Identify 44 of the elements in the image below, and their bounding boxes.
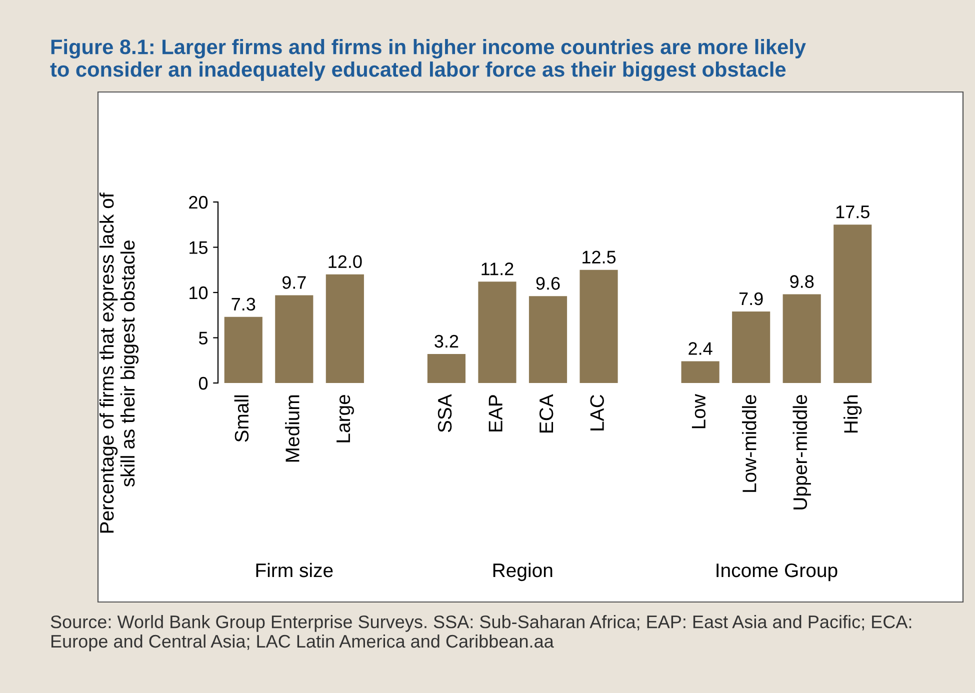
data-label: 7.3 bbox=[232, 298, 256, 311]
text: Income Group bbox=[716, 563, 838, 582]
data-label: 11.2 bbox=[482, 262, 514, 276]
source-note: Source: World Bank Group Enterprise Surveys. SSA: Sub-Saharan Africa; EAP: East Asia and Pacific; ECA: Europe and Central Asia; LAC Latin America and Caribbean.aa bbox=[50, 615, 912, 652]
text: Region bbox=[493, 562, 552, 582]
data-label: 7.9 bbox=[739, 292, 763, 306]
bar bbox=[528, 296, 568, 383]
data-label: 12.0 bbox=[328, 255, 362, 268]
data-label: 9.6 bbox=[536, 276, 560, 290]
x-tick-label: Upper-middle bbox=[792, 394, 811, 510]
chart-title: Figure 8.1: Larger firms and firms in higher income countries are more likely to consider an inadequately educated labor force as their biggest obstacle bbox=[50, 38, 806, 82]
y-tick-label: 5 bbox=[198, 332, 208, 344]
x-tick-label: High bbox=[844, 395, 862, 433]
bar bbox=[681, 361, 720, 383]
x-tick-label: EAP bbox=[488, 395, 502, 432]
bar bbox=[580, 270, 618, 383]
bar bbox=[732, 312, 770, 383]
bar bbox=[478, 282, 516, 383]
bar bbox=[224, 316, 262, 383]
y-tick-label: 15 bbox=[190, 241, 208, 254]
data-label: 3.2 bbox=[434, 334, 458, 348]
x-tick-label: Small bbox=[234, 395, 249, 442]
bar bbox=[782, 294, 821, 383]
y-axis-title: Percentage of firms that express lack of skill as their biggest obstacle bbox=[99, 192, 139, 533]
y-tick-label: 0 bbox=[198, 376, 208, 390]
bar bbox=[326, 274, 364, 383]
x-tick-label: Large bbox=[336, 394, 354, 442]
x-tick-label: Low bbox=[692, 394, 706, 428]
data-label: 17.5 bbox=[836, 206, 870, 218]
bar bbox=[427, 354, 466, 383]
x-tick-label: Low-middle bbox=[742, 394, 756, 492]
bar bbox=[275, 295, 314, 383]
bar bbox=[834, 224, 872, 383]
y-tick-label: 10 bbox=[190, 286, 208, 300]
data-label: 12.5 bbox=[582, 250, 616, 264]
text: Firm size bbox=[256, 562, 333, 578]
y-tick-label: 20 bbox=[189, 196, 208, 209]
x-tick-label: ECA bbox=[539, 394, 554, 432]
data-label: 2.4 bbox=[688, 342, 712, 355]
x-tick-label: LAC bbox=[590, 394, 604, 430]
data-label: 9.8 bbox=[790, 275, 814, 288]
x-tick-label: Medium bbox=[285, 395, 300, 462]
x-tick-label: SSA bbox=[438, 394, 452, 432]
data-label: 9.7 bbox=[282, 276, 306, 289]
